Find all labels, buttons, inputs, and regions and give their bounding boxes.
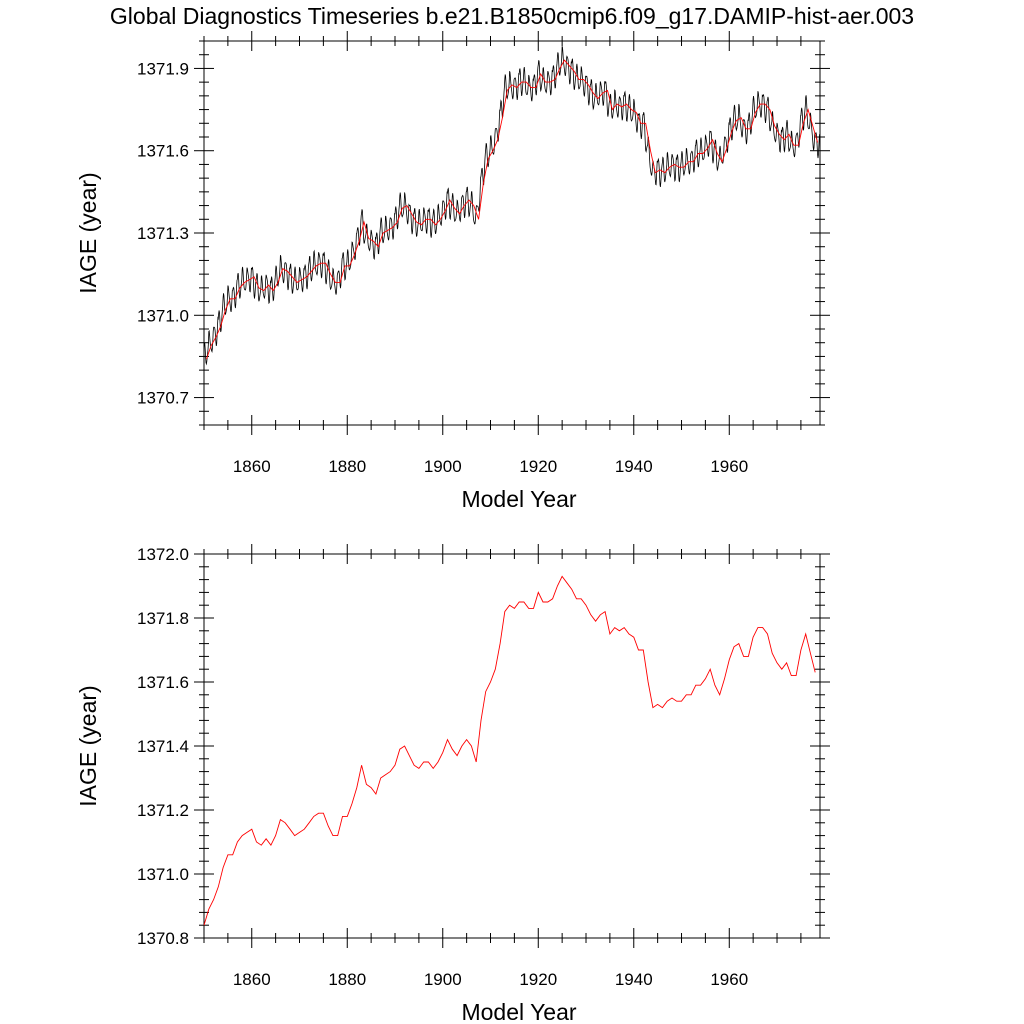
top-x-tick-label: 1900 [424,457,462,476]
bottom-x-tick-label: 1960 [710,970,748,989]
bottom-y-tick-label: 1371.6 [137,673,189,692]
top-x-tick-label: 1940 [615,457,653,476]
top-series-annual-line [205,59,819,360]
bottom-y-tick-label: 1371.2 [137,801,189,820]
bottom-x-tick-label: 1900 [424,970,462,989]
top-x-tick-label: 1880 [328,457,366,476]
top-y-tick-label: 1370.7 [137,389,189,408]
bottom-x-tick-label: 1940 [615,970,653,989]
bottom-y-tick-label: 1371.8 [137,609,189,628]
top-y-tick-label: 1371.3 [137,224,189,243]
top-y-tick-label: 1371.9 [137,59,189,78]
top-x-axis-label: Model Year [461,486,576,512]
bottom-y-tick-label: 1371.0 [137,865,189,884]
bottom-plot-frame [203,553,821,939]
bottom-y-tick-label: 1370.8 [137,929,189,948]
top-y-tick-label: 1371.6 [137,142,189,161]
bottom-x-tick-label: 1920 [519,970,557,989]
top-plot-frame [203,40,821,426]
bottom-y-axis-label: IAGE (year) [75,685,101,806]
top-y-tick-label: 1371.0 [137,306,189,325]
bottom-x-tick-label: 1880 [328,970,366,989]
top-panel: 1860 1880 1900 1920 1940 1960 1370.7 1371.0 1371… [75,31,830,512]
bottom-series-annual-line [203,575,816,926]
top-x-tick-label: 1860 [233,457,271,476]
top-series-monthly-line [203,46,820,366]
top-x-tick-label: 1960 [710,457,748,476]
bottom-x-axis-label: Model Year [461,999,576,1024]
bottom-y-tick-label: 1372.0 [137,545,189,564]
chart-title: Global Diagnostics Timeseries b.e21.B185… [110,3,914,29]
top-y-axis-label: IAGE (year) [75,172,101,293]
top-x-tick-label: 1920 [519,457,557,476]
bottom-x-tick-label: 1860 [233,970,271,989]
bottom-y-tick-label: 1371.4 [137,737,189,756]
bottom-panel: 1860 1880 1900 1920 1940 1960 1370.8 1371.0 1371… [75,544,830,1024]
